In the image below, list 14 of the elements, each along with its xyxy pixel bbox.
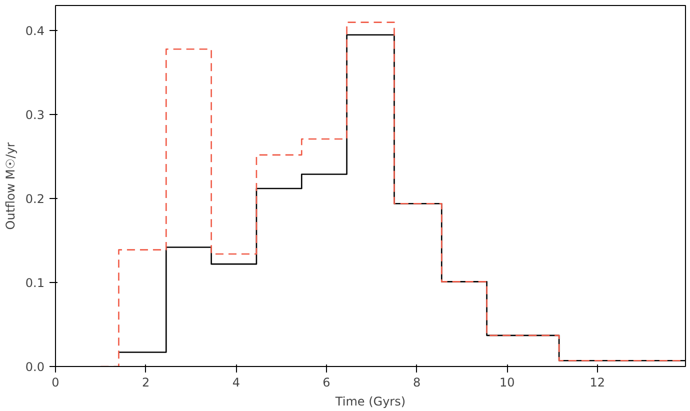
x-tick-label: 0 [52,376,60,390]
y-tick-label: 0.4 [25,24,45,38]
y-tick-label: 0.2 [25,192,45,206]
y-tick-label: 0.0 [25,360,45,374]
x-tick-label: 4 [232,376,240,390]
x-tick-label: 8 [412,376,421,390]
x-tick-label: 12 [590,376,606,390]
x-tick-label: 6 [322,376,330,390]
y-axis-title: Outflow M☉/yr [3,142,18,230]
x-tick-label: 10 [499,376,515,390]
x-axis-title: Time (Gyrs) [334,394,406,408]
y-tick-label: 0.1 [25,276,45,290]
x-tick-label: 2 [142,376,150,390]
y-tick-label: 0.3 [25,108,45,122]
